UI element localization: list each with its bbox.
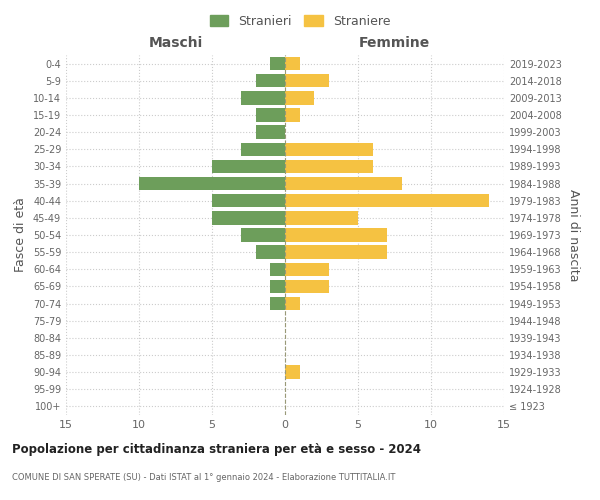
- Bar: [285, 211, 358, 224]
- Text: COMUNE DI SAN SPERATE (SU) - Dati ISTAT al 1° gennaio 2024 - Elaborazione TUTTIT: COMUNE DI SAN SPERATE (SU) - Dati ISTAT …: [12, 472, 395, 482]
- Bar: [285, 228, 387, 241]
- Bar: [285, 91, 314, 104]
- Bar: [212, 160, 285, 173]
- Bar: [271, 262, 285, 276]
- Legend: Stranieri, Straniere: Stranieri, Straniere: [206, 11, 394, 32]
- Bar: [241, 142, 285, 156]
- Bar: [271, 280, 285, 293]
- Text: Maschi: Maschi: [148, 36, 203, 50]
- Text: Femmine: Femmine: [359, 36, 430, 50]
- Bar: [212, 211, 285, 224]
- Bar: [285, 246, 387, 259]
- Bar: [285, 108, 299, 122]
- Text: Popolazione per cittadinanza straniera per età e sesso - 2024: Popolazione per cittadinanza straniera p…: [12, 442, 421, 456]
- Bar: [271, 297, 285, 310]
- Bar: [285, 280, 329, 293]
- Bar: [285, 160, 373, 173]
- Bar: [285, 177, 402, 190]
- Bar: [285, 262, 329, 276]
- Bar: [241, 228, 285, 241]
- Bar: [285, 57, 299, 70]
- Bar: [139, 177, 285, 190]
- Bar: [271, 57, 285, 70]
- Bar: [285, 366, 299, 379]
- Bar: [241, 91, 285, 104]
- Y-axis label: Anni di nascita: Anni di nascita: [567, 188, 580, 281]
- Bar: [285, 142, 373, 156]
- Bar: [256, 74, 285, 88]
- Bar: [256, 126, 285, 139]
- Bar: [212, 194, 285, 207]
- Bar: [256, 246, 285, 259]
- Bar: [285, 194, 490, 207]
- Bar: [256, 108, 285, 122]
- Bar: [285, 297, 299, 310]
- Bar: [285, 74, 329, 88]
- Y-axis label: Fasce di età: Fasce di età: [14, 198, 27, 272]
